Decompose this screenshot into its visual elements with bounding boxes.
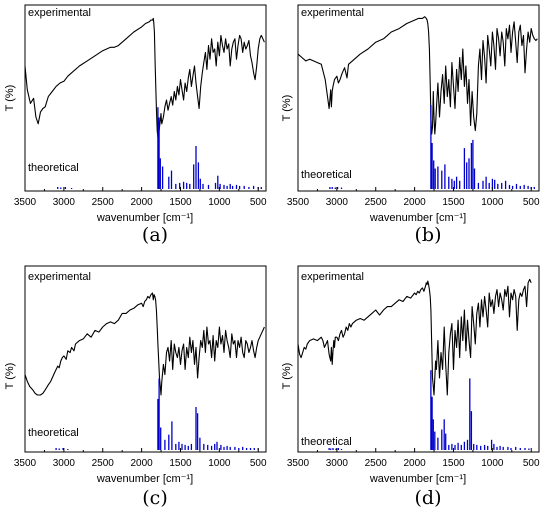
x-tick-label: 500: [523, 197, 540, 208]
x-tick-label: 1500: [442, 197, 465, 208]
x-tick-label: 1000: [481, 458, 504, 469]
panel-d: 3500 3000 2500 2000 1500 1000 500 experimental…: [281, 265, 540, 509]
x-axis-label: wavenumber [cm⁻¹]: [96, 212, 193, 224]
plot-frame: [297, 4, 540, 192]
x-tick-label: 3000: [53, 197, 76, 208]
panel-caption: (b): [415, 224, 442, 246]
x-tick-label: 3500: [14, 197, 37, 208]
x-tick-label: 2500: [92, 197, 115, 208]
x-tick-label: 1000: [208, 458, 231, 469]
x-tick-label: 2000: [130, 458, 153, 469]
panel-caption: (d): [415, 487, 442, 509]
x-tick-label: 500: [523, 458, 540, 469]
annotation-experimental: experimental: [28, 271, 91, 283]
x-tick-label: 2000: [403, 458, 426, 469]
y-axis-label: T (%): [281, 363, 293, 390]
x-tick-label: 1500: [442, 458, 465, 469]
x-tick-label: 500: [250, 197, 267, 208]
x-tick-label: 3500: [287, 458, 310, 469]
annotation-experimental: experimental: [301, 7, 364, 19]
y-axis-label: T (%): [281, 95, 293, 122]
experimental-spectrum-line: [297, 16, 538, 135]
x-tick-label: 1500: [169, 197, 192, 208]
x-tick-label: 2000: [130, 197, 153, 208]
x-tick-label: 3000: [53, 458, 76, 469]
x-tick-label: 3500: [287, 197, 310, 208]
x-axis-label: wavenumber [cm⁻¹]: [369, 212, 466, 224]
plot-frame: [24, 4, 267, 192]
annotation-experimental: experimental: [28, 7, 91, 19]
x-tick-label: 2000: [403, 197, 426, 208]
x-tick-label: 3000: [326, 197, 349, 208]
experimental-spectrum-line: [297, 278, 532, 396]
x-tick-label: 1000: [208, 197, 231, 208]
x-tick-label: 1500: [169, 458, 192, 469]
annotation-experimental: experimental: [301, 271, 364, 283]
x-axis-label: wavenumber [cm⁻¹]: [96, 473, 193, 485]
x-tick-label: 2500: [365, 458, 388, 469]
annotation-theoretical: theoretical: [301, 169, 352, 181]
y-axis-label: T (%): [4, 363, 16, 390]
x-tick-label: 3500: [14, 458, 37, 469]
x-tick-label: 2500: [365, 197, 388, 208]
x-tick-label: 3000: [326, 458, 349, 469]
x-tick-label: 500: [250, 458, 267, 469]
annotation-theoretical: theoretical: [28, 162, 79, 174]
panel-b: 3500 3000 2500 2000 1500 1000 500 experimental…: [281, 4, 540, 246]
panel-c: 3500 3000 2500 2000 1500 1000 500 experimental…: [4, 265, 267, 509]
annotation-theoretical: theoretical: [301, 436, 352, 448]
panel-caption: (c): [142, 487, 167, 509]
plot-frame: [24, 265, 267, 453]
panel-caption: (a): [142, 224, 168, 246]
plot-frame: [297, 265, 540, 453]
x-tick-label: 2500: [92, 458, 115, 469]
annotation-theoretical: theoretical: [28, 427, 79, 439]
experimental-spectrum-line: [24, 292, 265, 396]
y-axis-label: T (%): [4, 85, 16, 112]
x-tick-label: 1000: [481, 197, 504, 208]
x-axis-label: wavenumber [cm⁻¹]: [369, 473, 466, 485]
experimental-spectrum-line: [24, 17, 265, 138]
panel-a: 3500 3000 2500 2000 1500 1000 500 experimental…: [4, 4, 267, 246]
